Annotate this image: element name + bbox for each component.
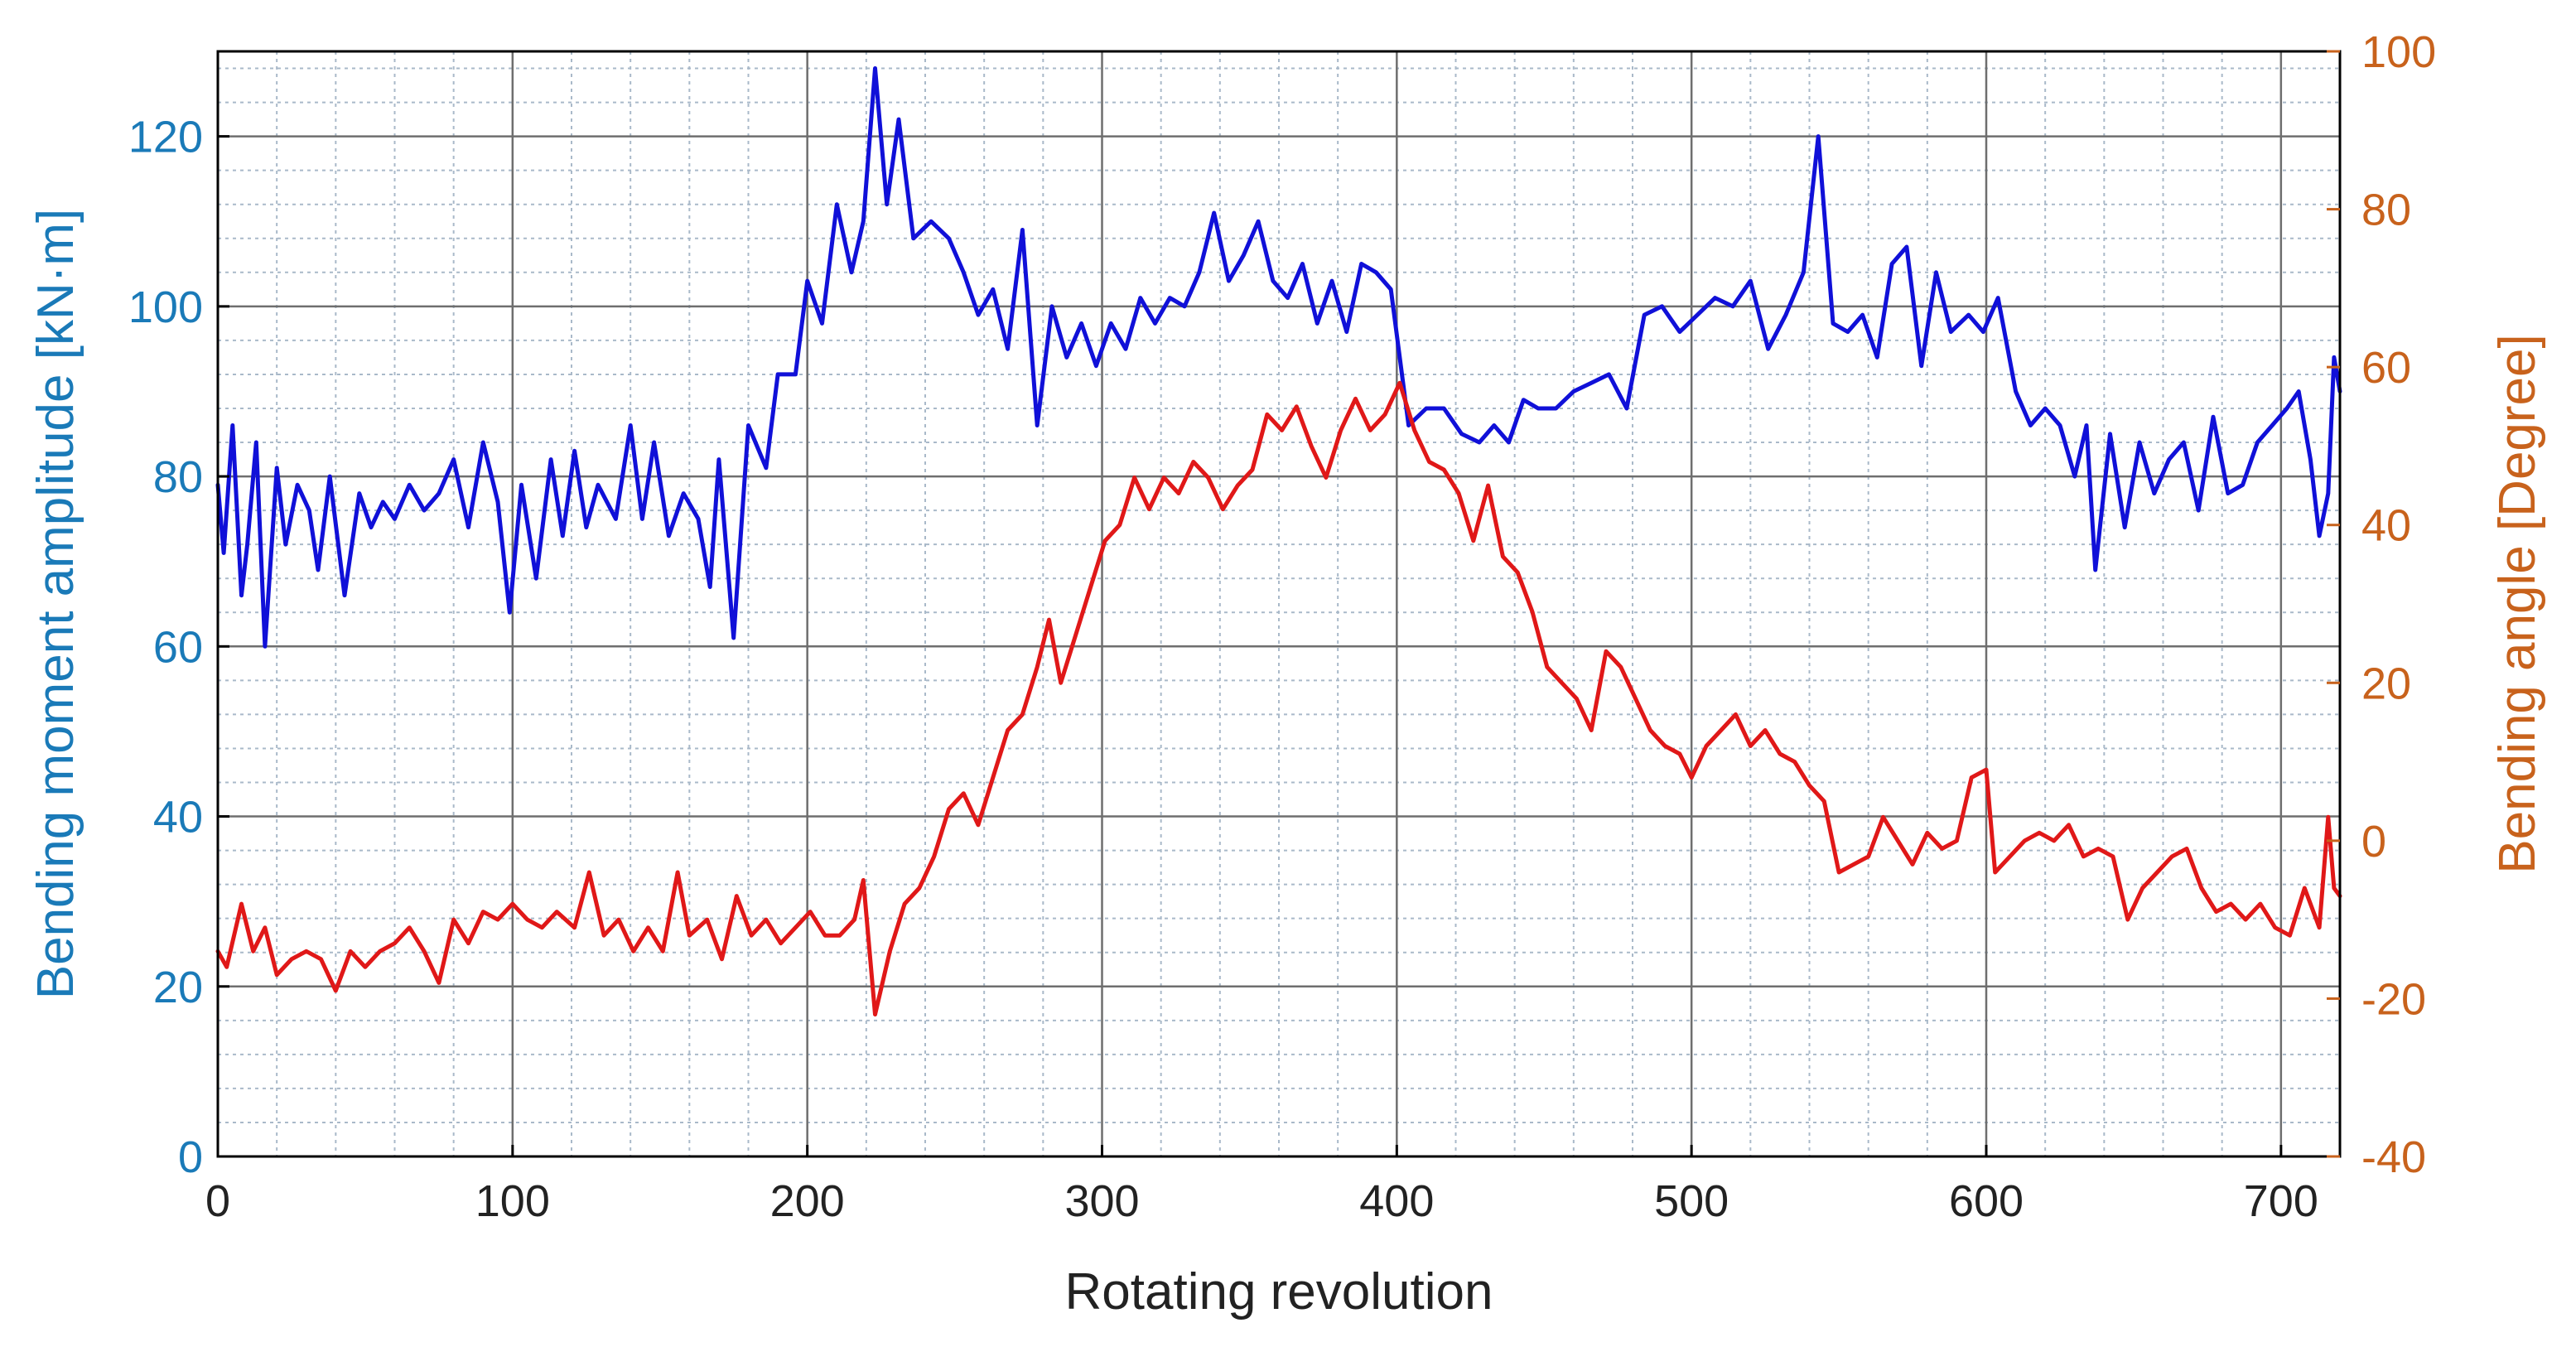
left-y-tick-label: 60 bbox=[153, 622, 203, 672]
right-y-tick-label: 40 bbox=[2361, 501, 2411, 551]
plot-frame bbox=[216, 50, 2342, 1158]
x-tick-label: 100 bbox=[475, 1176, 550, 1226]
moment-amplitude-line bbox=[215, 66, 2342, 649]
series-lines bbox=[215, 66, 2342, 1016]
x-tick-label: 600 bbox=[1949, 1176, 2024, 1226]
major-grid bbox=[218, 51, 2340, 1156]
left-y-axis-label: Bending moment amplitude [kN·m] bbox=[27, 209, 84, 1000]
bending-angle-line bbox=[215, 380, 2342, 1016]
right-y-tick-label: 60 bbox=[2361, 343, 2411, 393]
x-tick-label: 400 bbox=[1359, 1176, 1434, 1226]
x-tick-label: 200 bbox=[770, 1176, 845, 1226]
left-y-tick-label: 120 bbox=[128, 113, 203, 162]
left-y-tick-label: 100 bbox=[128, 282, 203, 332]
left-y-tick-label: 20 bbox=[153, 963, 203, 1012]
axis-ticks: 0 100 200 300 400 500 600 700020406080100120-40… bbox=[128, 27, 2436, 1226]
right-y-tick-label: -20 bbox=[2361, 974, 2426, 1024]
left-y-tick-label: 40 bbox=[153, 793, 203, 842]
x-axis-label: Rotating revolution bbox=[1065, 1263, 1493, 1320]
x-tick-label: 0 bbox=[205, 1176, 230, 1226]
x-tick-label: 300 bbox=[1064, 1176, 1139, 1226]
right-y-axis-label: Bending angle [Degree] bbox=[2489, 334, 2546, 873]
left-y-tick-label: 80 bbox=[153, 452, 203, 502]
right-y-tick-label: 20 bbox=[2361, 659, 2411, 708]
left-y-tick-label: 0 bbox=[178, 1132, 203, 1182]
right-y-tick-label: 0 bbox=[2361, 817, 2386, 867]
x-tick-label: 700 bbox=[2244, 1176, 2318, 1226]
right-y-tick-label: 100 bbox=[2361, 27, 2436, 77]
right-y-tick-label: -40 bbox=[2361, 1132, 2426, 1182]
right-y-tick-label: 80 bbox=[2361, 186, 2411, 235]
x-tick-label: 500 bbox=[1654, 1176, 1729, 1226]
